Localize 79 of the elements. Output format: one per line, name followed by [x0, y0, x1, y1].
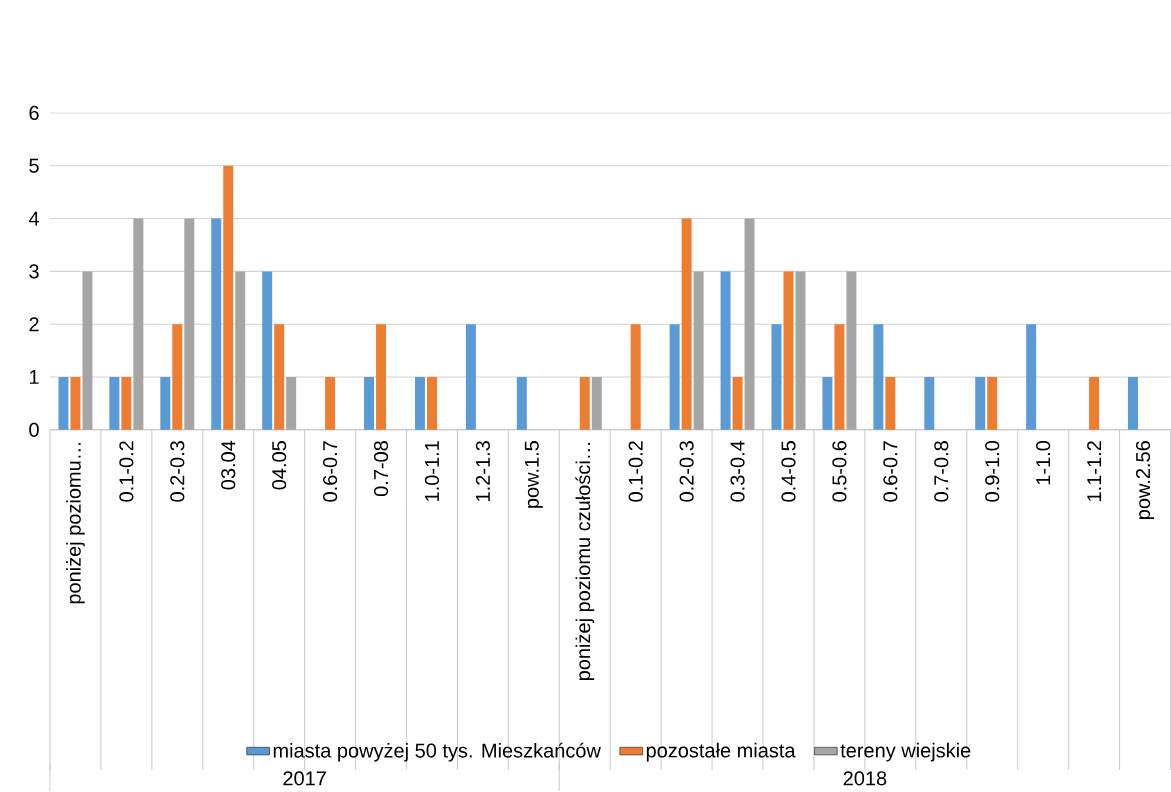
bar — [426, 377, 437, 431]
bar — [133, 218, 144, 431]
x-tick-label: 0.7-0.8 — [934, 441, 949, 502]
x-tick-label: 0.3-0.4 — [730, 441, 745, 502]
x-tick-label: 0.4-0.5 — [781, 441, 796, 502]
x-tick-label: 0.7-08 — [373, 441, 389, 497]
bar — [987, 377, 998, 431]
y-tick-label: 2 — [29, 317, 39, 332]
x-tick-label: pow.2.56 — [1135, 441, 1155, 520]
bar — [873, 324, 884, 431]
x-tick-label: 0.6-0.7 — [883, 441, 898, 502]
legend-label: tereny wiejskie — [840, 743, 971, 762]
bar — [172, 324, 183, 431]
bar — [744, 218, 755, 431]
x-tick-label: 04.05 — [272, 441, 287, 490]
x-tick-label: 1.2-1.3 — [475, 441, 490, 502]
bar — [235, 271, 246, 431]
x-tick-label: 0.5-0.6 — [832, 441, 847, 502]
bar — [325, 377, 336, 431]
y-tick-label: 1 — [29, 370, 39, 385]
bar — [579, 377, 590, 431]
bar — [262, 271, 273, 431]
bar — [834, 324, 845, 431]
x-tick-label: 1.0-1.1 — [424, 441, 440, 502]
bar — [414, 377, 425, 431]
bar — [924, 377, 935, 431]
bar — [591, 377, 602, 431]
bar — [681, 218, 692, 431]
x-tick-label: 0.1-0.2 — [119, 441, 134, 502]
x-tick-label: 03.04 — [221, 441, 236, 490]
bar — [783, 271, 794, 431]
bar — [732, 377, 743, 431]
bar — [771, 324, 782, 431]
bar — [1128, 377, 1139, 431]
bar — [669, 324, 680, 431]
y-tick-label: 3 — [29, 264, 39, 279]
x-tick-label: 0.9-1.0 — [985, 441, 1000, 502]
bar — [516, 377, 527, 431]
x-tick-label: pow.1.5 — [524, 441, 543, 509]
bar — [364, 377, 375, 431]
bar — [160, 377, 171, 431]
bar — [82, 271, 93, 431]
bar — [121, 377, 132, 431]
y-tick-label: 6 — [29, 106, 39, 121]
bar — [846, 271, 857, 431]
text: 2018 — [843, 771, 887, 786]
x-tick-label: 1-1.0 — [1036, 441, 1051, 485]
x-tick-label: 0.6-0.7 — [323, 441, 338, 502]
bar — [465, 324, 476, 431]
bar — [1026, 324, 1037, 431]
text: 2017 — [283, 771, 326, 786]
bar — [795, 271, 806, 431]
y-tick-label: 4 — [28, 211, 39, 226]
y-tick-label: 0 — [29, 422, 39, 438]
x-tick-label: 0.1-0.2 — [628, 441, 643, 502]
legend-label: miasta powyżej 50 tys. Mieszkańców — [273, 742, 601, 762]
bar — [286, 377, 297, 431]
x-tick-label: poniżej poziomu… — [66, 443, 85, 604]
legend-label: pozostałe miasta — [646, 743, 796, 762]
bar — [70, 377, 81, 431]
bar — [58, 377, 69, 431]
bar — [109, 377, 120, 431]
bar — [223, 165, 234, 431]
bar — [274, 324, 285, 431]
x-tick-label: poniżej poziomu czułości… — [575, 443, 595, 681]
bar — [822, 377, 833, 431]
bar — [376, 324, 387, 431]
bar — [975, 377, 986, 431]
x-tick-label: 1.1-1.2 — [1087, 441, 1102, 502]
bar — [630, 324, 641, 431]
x-tick-label: 0.2-0.3 — [170, 441, 185, 502]
bar — [1089, 377, 1100, 431]
y-tick-label: 5 — [29, 159, 39, 173]
bar — [720, 271, 731, 431]
bar — [184, 218, 195, 431]
bar — [693, 271, 704, 431]
bar — [211, 218, 222, 431]
bar — [885, 377, 896, 431]
x-tick-label: 0.2-0.3 — [679, 441, 694, 502]
